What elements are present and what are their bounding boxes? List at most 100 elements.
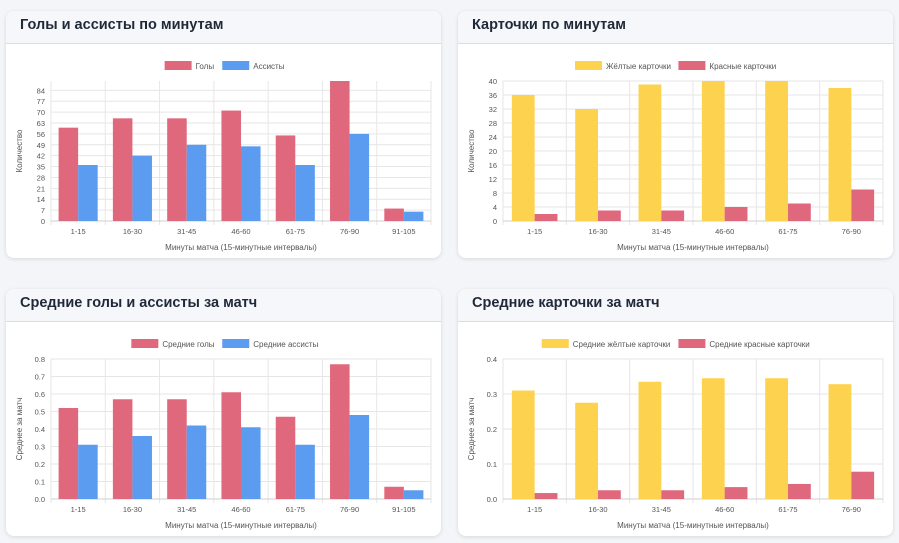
y-tick-label: 40 — [489, 77, 497, 86]
y-tick-label: 0.5 — [35, 408, 45, 417]
bar — [765, 81, 788, 221]
y-tick-label: 0.1 — [487, 460, 497, 469]
x-tick-label: 1-15 — [527, 505, 542, 514]
chart-area: Средние голы Средние ассисты 0.0 0.1 0.2 0.3 0… — [6, 322, 441, 536]
bar — [661, 210, 685, 221]
bar — [598, 210, 621, 221]
x-tick-label: 16-30 — [123, 227, 142, 236]
bar — [221, 392, 241, 499]
legend-swatch — [678, 61, 706, 70]
legend-swatch — [575, 61, 603, 70]
bar — [851, 189, 875, 221]
y-tick-label: 84 — [37, 86, 45, 95]
bar — [638, 84, 662, 221]
y-tick-label: 20 — [489, 147, 497, 156]
bar — [186, 144, 207, 221]
x-axis-title: Минуты матча (15-минутные интервалы) — [165, 243, 317, 252]
y-axis-title: Количество — [467, 129, 476, 173]
legend-label: Средние красные карточки — [709, 340, 809, 349]
y-tick-label: 0.1 — [35, 478, 45, 487]
bar — [638, 381, 662, 499]
bar — [78, 165, 98, 221]
bar — [295, 444, 315, 499]
y-tick-label: 0.6 — [35, 390, 45, 399]
legend-swatch — [678, 339, 706, 348]
bar — [330, 81, 350, 221]
y-tick-label: 35 — [37, 163, 45, 172]
chart-area: Жёлтые карточки Красные карточки 0 4 8 12 16 20… — [458, 44, 893, 258]
bar-chart: Средние голы Средние ассисты 0.0 0.1 0.2 0.3 0… — [15, 339, 432, 530]
x-tick-label: 61-75 — [778, 227, 797, 236]
y-tick-label: 21 — [37, 184, 45, 193]
x-tick-label: 31-45 — [177, 227, 196, 236]
y-tick-label: 28 — [37, 173, 45, 182]
bar-chart: Жёлтые карточки Красные карточки 0 4 8 12 16 20… — [467, 61, 884, 252]
bar — [384, 208, 404, 221]
bar — [828, 88, 852, 221]
x-tick-label: 46-60 — [715, 505, 734, 514]
y-tick-label: 12 — [489, 175, 497, 184]
legend-swatch — [131, 339, 159, 348]
bar — [112, 118, 133, 221]
bar — [403, 211, 424, 221]
y-tick-label: 70 — [37, 108, 45, 117]
x-tick-label: 1-15 — [71, 227, 86, 236]
legend-label: Ассисты — [253, 62, 284, 71]
legend-label: Жёлтые карточки — [606, 62, 671, 71]
y-tick-label: 0.0 — [487, 495, 497, 504]
legend-label: Красные карточки — [709, 62, 776, 71]
x-tick-label: 61-75 — [778, 505, 797, 514]
y-tick-label: 8 — [493, 189, 497, 198]
bar — [765, 378, 788, 499]
bar — [349, 133, 370, 221]
bar-chart: Средние жёлтые карточки Средние красные к… — [467, 339, 884, 530]
bar — [661, 490, 685, 499]
bar — [221, 110, 241, 221]
y-tick-label: 36 — [489, 91, 497, 100]
x-tick-label: 76-90 — [842, 227, 861, 236]
bar — [295, 165, 315, 221]
y-tick-label: 16 — [489, 161, 497, 170]
chart-card-avg-cards: Средние карточки за матч Средние жёлтые … — [458, 289, 893, 536]
bar — [724, 207, 748, 221]
x-axis-title: Минуты матча (15-минутные интервалы) — [165, 521, 317, 530]
bar — [167, 399, 187, 499]
bar — [575, 402, 598, 499]
x-tick-label: 16-30 — [588, 227, 607, 236]
bar — [132, 436, 152, 499]
x-tick-label: 31-45 — [652, 505, 671, 514]
chart-area: Голы Ассисты 0 7 14 21 28 35 42 49 56 63 70 77 84 1-15 1… — [6, 44, 441, 258]
y-tick-label: 32 — [489, 105, 497, 114]
bar — [403, 490, 424, 499]
bar — [241, 146, 261, 221]
bar — [788, 483, 811, 499]
y-tick-label: 14 — [37, 195, 45, 204]
y-axis-title: Среднее за матч — [467, 398, 476, 461]
x-tick-label: 31-45 — [652, 227, 671, 236]
card-title: Средние голы и ассисты за матч — [6, 289, 441, 322]
bar — [349, 415, 370, 499]
y-tick-label: 24 — [489, 133, 497, 142]
bar — [828, 384, 852, 499]
bar — [330, 364, 350, 499]
y-tick-label: 77 — [37, 97, 45, 106]
x-axis-title: Минуты матча (15-минутные интервалы) — [617, 243, 769, 252]
chart-card-avg-goals-assists: Средние голы и ассисты за матч Средние г… — [6, 289, 441, 536]
bar — [58, 408, 79, 499]
legend-label: Средние голы — [162, 340, 214, 349]
legend-swatch — [541, 339, 569, 348]
x-tick-label: 31-45 — [177, 505, 196, 514]
x-tick-label: 76-90 — [340, 505, 359, 514]
y-tick-label: 0.8 — [35, 355, 45, 364]
x-tick-label: 46-60 — [231, 227, 250, 236]
y-tick-label: 49 — [37, 141, 45, 150]
y-tick-label: 63 — [37, 119, 45, 128]
legend-label: Средние ассисты — [253, 340, 318, 349]
bar — [534, 493, 558, 499]
bar — [275, 135, 296, 221]
bar — [132, 155, 152, 221]
y-tick-label: 0.3 — [487, 390, 497, 399]
y-axis-title: Количество — [15, 129, 24, 173]
x-tick-label: 46-60 — [715, 227, 734, 236]
y-tick-label: 4 — [493, 203, 497, 212]
